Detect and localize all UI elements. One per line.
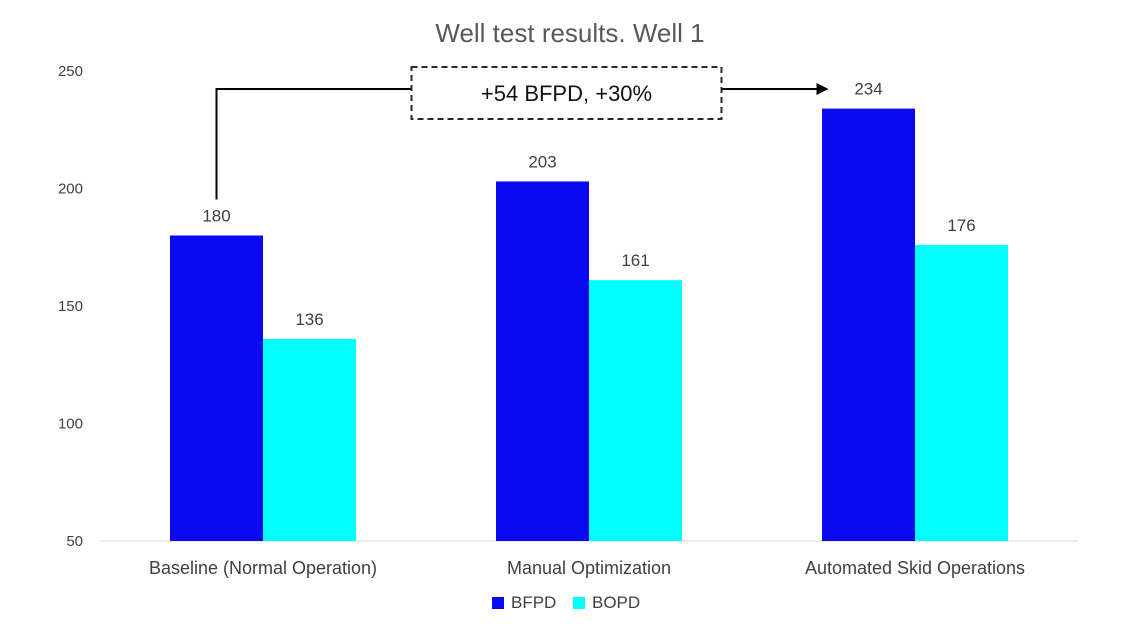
- legend-label: BFPD: [511, 593, 556, 612]
- y-axis: 50 100 150 200 250: [58, 63, 83, 550]
- x-category-label: Manual Optimization: [507, 558, 671, 578]
- y-tick-label: 200: [58, 181, 83, 198]
- x-category-label: Baseline (Normal Operation): [149, 558, 377, 578]
- legend-swatch-bfpd: [492, 597, 504, 609]
- bar-bfpd: [170, 235, 263, 541]
- data-label: 234: [854, 80, 882, 99]
- bar-bopd: [589, 280, 682, 541]
- data-label: 180: [202, 207, 230, 226]
- bar-bopd: [915, 244, 1008, 541]
- bars: 180 136 203 161 234 176: [170, 80, 1008, 541]
- bar-bopd: [263, 338, 356, 541]
- x-category-label: Automated Skid Operations: [805, 558, 1025, 578]
- annotation: +54 BFPD, +30%: [215, 66, 829, 200]
- annotation-text: +54 BFPD, +30%: [481, 81, 652, 106]
- chart-title: Well test results. Well 1: [435, 18, 704, 48]
- y-tick-label: 50: [66, 533, 83, 550]
- data-label: 136: [295, 310, 323, 329]
- data-label: 161: [621, 251, 649, 270]
- y-tick-label: 100: [58, 416, 83, 433]
- annotation-left-connector: [215, 88, 412, 200]
- x-axis-labels: Baseline (Normal Operation) Manual Optimi…: [149, 558, 1025, 578]
- legend-swatch-bopd: [573, 597, 585, 609]
- legend: BFPD BOPD: [492, 593, 640, 612]
- annotation-arrowhead: [816, 83, 829, 95]
- y-tick-label: 150: [58, 298, 83, 315]
- bar-bfpd: [822, 108, 915, 541]
- data-label: 176: [947, 216, 975, 235]
- y-tick-label: 250: [58, 63, 83, 80]
- legend-label: BOPD: [592, 593, 640, 612]
- annotation-box: [410, 66, 723, 120]
- bar-bfpd: [496, 181, 589, 541]
- data-label: 203: [528, 152, 556, 171]
